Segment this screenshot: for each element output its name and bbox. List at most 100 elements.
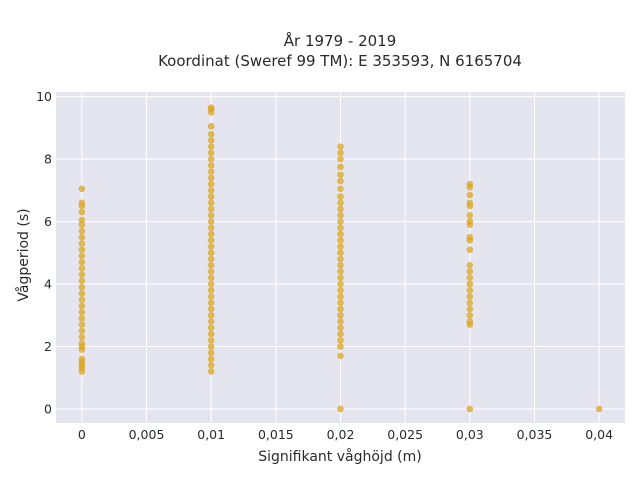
x-tick-label: 0,025 (387, 427, 423, 442)
data-point (207, 355, 215, 363)
data-point (78, 290, 86, 297)
data-point (337, 155, 344, 163)
data-point (78, 258, 86, 266)
data-point (207, 305, 215, 313)
data-point (207, 343, 215, 350)
data-point (207, 180, 215, 188)
data-point (207, 218, 215, 225)
data-point (207, 336, 215, 344)
data-point (207, 330, 215, 338)
data-point (207, 205, 215, 213)
data-point (78, 315, 86, 322)
x-tick-label: 0,015 (258, 427, 294, 442)
data-point (78, 252, 86, 260)
data-point (207, 162, 215, 169)
data-point (466, 286, 474, 294)
data-point (466, 199, 474, 207)
data-point (207, 130, 215, 138)
data-point (337, 405, 344, 413)
x-tick-label: 0,005 (129, 427, 165, 442)
data-point (78, 302, 86, 310)
data-point (207, 193, 215, 200)
data-point (207, 293, 215, 300)
data-point (78, 233, 86, 241)
data-point (78, 185, 86, 193)
data-point (78, 216, 86, 224)
data-point (207, 255, 215, 263)
data-point (337, 305, 344, 313)
data-point (337, 318, 344, 325)
data-point (207, 224, 215, 232)
data-point (337, 193, 344, 200)
data-point (78, 308, 86, 316)
data-point (78, 355, 86, 363)
data-point (337, 243, 344, 250)
y-tick-label: 6 (44, 214, 52, 229)
data-point (207, 230, 215, 238)
data-point (466, 318, 474, 325)
data-point (466, 262, 474, 269)
x-tick-label: 0 (78, 427, 86, 442)
data-point (78, 240, 86, 247)
data-point (78, 265, 86, 272)
data-point (207, 368, 215, 375)
data-point (207, 174, 215, 182)
data-point (466, 191, 474, 199)
data-point (207, 243, 215, 250)
data-points (78, 104, 603, 413)
data-point (337, 171, 344, 179)
data-point (78, 296, 86, 303)
data-point (337, 311, 344, 319)
y-tick-label: 0 (44, 401, 52, 416)
data-point (595, 405, 603, 413)
data-point (337, 352, 344, 360)
data-point (207, 168, 215, 175)
data-point (78, 283, 86, 291)
data-point (337, 224, 344, 232)
data-point (337, 274, 344, 282)
data-point (337, 149, 344, 157)
data-point (466, 268, 474, 275)
data-point (466, 274, 474, 282)
data-point (337, 237, 344, 244)
data-point (78, 221, 86, 229)
data-point (207, 299, 215, 307)
data-point (337, 185, 344, 193)
data-point (207, 268, 215, 275)
x-tick-label: 0,03 (456, 427, 484, 442)
data-point (337, 255, 344, 263)
data-point (337, 330, 344, 338)
data-point (466, 311, 474, 319)
data-point (337, 262, 344, 269)
data-point (207, 155, 215, 163)
data-point (207, 123, 215, 130)
chart-title-line-1: År 1979 - 2019 (284, 31, 397, 50)
x-tick-label: 0,01 (197, 427, 225, 442)
data-point (78, 321, 86, 328)
data-point (207, 318, 215, 325)
data-point (78, 271, 86, 278)
data-point (207, 187, 215, 194)
y-tick-label: 4 (44, 277, 52, 292)
data-point (337, 249, 344, 257)
data-point (337, 205, 344, 213)
x-axis-title: Signifikant våghöjd (m) (258, 448, 421, 465)
data-point (466, 293, 474, 300)
data-point (466, 280, 474, 288)
data-point (337, 199, 344, 207)
data-point (337, 230, 344, 238)
data-point (466, 246, 474, 253)
data-point (337, 286, 344, 294)
data-point (207, 143, 215, 150)
data-point (207, 212, 215, 219)
data-point (207, 286, 215, 294)
data-point (337, 280, 344, 288)
y-axis-ticks: 0 2 4 6 8 10 (36, 89, 52, 416)
data-point (466, 218, 474, 225)
data-point (78, 227, 86, 235)
x-axis-ticks: 0 0,005 0,01 0,015 0,02 0,025 0,03 0,035 0,04 (78, 427, 613, 442)
data-point (337, 177, 344, 185)
data-point (207, 311, 215, 319)
